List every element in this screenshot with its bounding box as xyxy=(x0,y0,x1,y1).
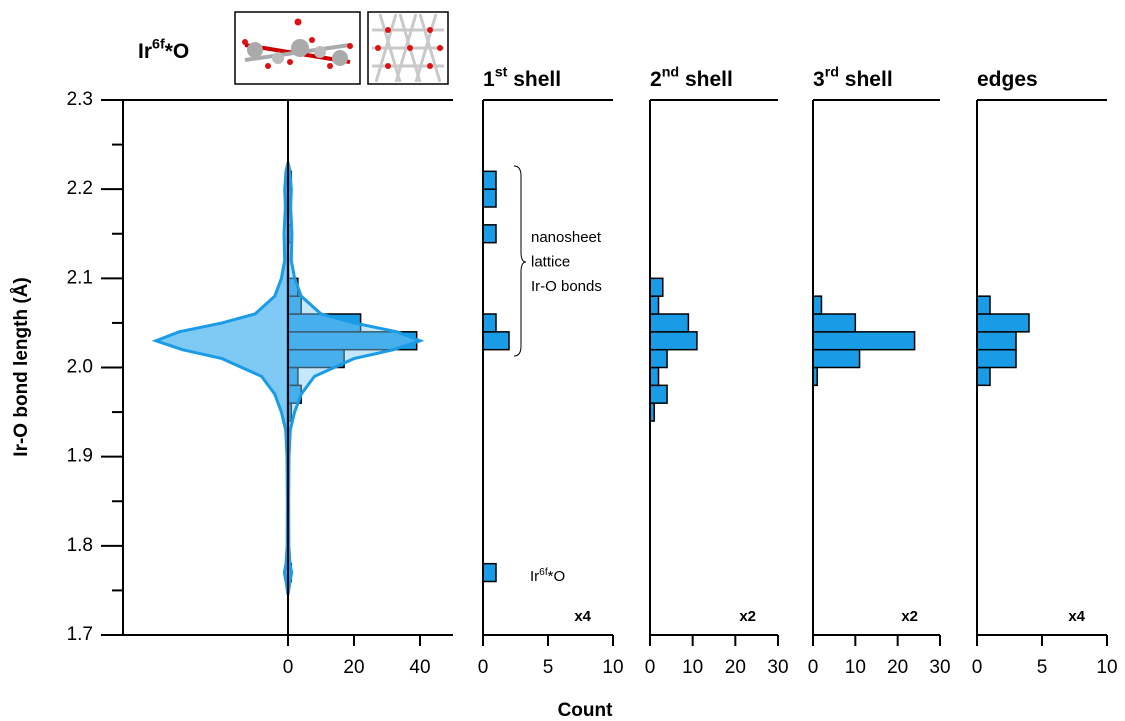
bar xyxy=(649,331,698,351)
x-tick-label: 10 xyxy=(845,657,866,678)
y-tick-label: 2.2 xyxy=(67,178,93,199)
x-tick-label: 0 xyxy=(808,657,819,678)
annotation: nanosheet xyxy=(531,229,602,246)
bar xyxy=(649,295,660,315)
y-tick-label: 2.1 xyxy=(67,267,93,288)
text-part: Ir xyxy=(138,40,152,63)
text-part: shell xyxy=(839,68,893,91)
panel-title: 1st shell xyxy=(483,64,561,90)
y-tick-label: 2.0 xyxy=(67,357,93,378)
panel-title: 2nd shell xyxy=(650,64,733,90)
text-part: 2 xyxy=(650,68,662,91)
bar xyxy=(976,366,991,387)
bar xyxy=(812,313,857,333)
bar xyxy=(649,348,668,369)
bar xyxy=(649,277,664,297)
panel-title: edges xyxy=(977,68,1038,91)
x-tick-label: 0 xyxy=(283,657,294,678)
structure-top-view xyxy=(367,11,449,85)
x-tick-label: 40 xyxy=(409,657,430,678)
scale-label: x4 xyxy=(574,608,591,625)
header-label: Ir6f*O xyxy=(138,36,189,62)
text-part: *O xyxy=(165,40,190,63)
bar xyxy=(976,313,1030,333)
x-tick-label: 20 xyxy=(887,657,908,678)
bar xyxy=(649,384,668,404)
x-tick-label: 10 xyxy=(602,657,623,678)
bar xyxy=(482,331,510,351)
x-tick-label: 0 xyxy=(645,657,656,678)
text-part: rd xyxy=(825,64,839,80)
text-part: 6f xyxy=(152,36,165,52)
annotation: Ir-O bonds xyxy=(531,278,602,295)
x-tick-label: 20 xyxy=(725,657,746,678)
x-tick-label: 10 xyxy=(682,657,703,678)
x-tick-label: 5 xyxy=(543,657,554,678)
x-tick-label: 30 xyxy=(767,657,788,678)
text-part: shell xyxy=(507,68,561,91)
text-part: st xyxy=(495,64,508,80)
annotation: Ir6f*O xyxy=(530,566,565,585)
bar xyxy=(649,366,660,387)
text-part: 3 xyxy=(813,68,825,91)
bar xyxy=(482,313,497,333)
bar xyxy=(482,188,497,208)
x-tick-label: 10 xyxy=(1096,657,1117,678)
bar xyxy=(812,331,916,351)
y-tick-label: 1.9 xyxy=(67,446,93,467)
x-tick-label: 0 xyxy=(478,657,489,678)
text-part: 6f xyxy=(539,566,548,577)
bar xyxy=(812,348,861,369)
x-tick-label: 0 xyxy=(972,657,983,678)
x-tick-label: 5 xyxy=(1037,657,1048,678)
y-tick-label: 1.8 xyxy=(67,535,93,556)
bar xyxy=(976,295,991,315)
text-part: nd xyxy=(662,64,679,80)
text-part: 1 xyxy=(483,68,495,91)
bar xyxy=(649,313,690,333)
y-tick-label: 1.7 xyxy=(67,624,93,645)
scale-label: x2 xyxy=(901,608,918,625)
text-part: edges xyxy=(977,68,1038,91)
text-part: *O xyxy=(548,568,566,585)
bar xyxy=(976,348,1017,369)
violin-left xyxy=(151,162,290,596)
bar xyxy=(482,224,497,244)
bar xyxy=(976,331,1017,351)
scale-label: x2 xyxy=(739,608,756,625)
panel-title: 3rd shell xyxy=(813,64,893,90)
scale-label: x4 xyxy=(1068,608,1085,625)
text-part: Ir xyxy=(530,568,539,585)
annotation: lattice xyxy=(531,253,570,270)
x-tick-label: 20 xyxy=(343,657,364,678)
text-part: shell xyxy=(679,68,733,91)
bar xyxy=(812,295,823,315)
x-tick-label: 30 xyxy=(929,657,950,678)
x-axis-label: Count xyxy=(558,700,614,721)
bracket xyxy=(513,165,527,357)
violin-right xyxy=(286,162,425,596)
bar xyxy=(482,170,497,190)
y-axis-label: Ir-O bond length (Å) xyxy=(11,277,32,456)
bar xyxy=(482,562,497,583)
y-tick-label: 2.3 xyxy=(67,89,93,110)
structure-side-view xyxy=(234,11,361,85)
